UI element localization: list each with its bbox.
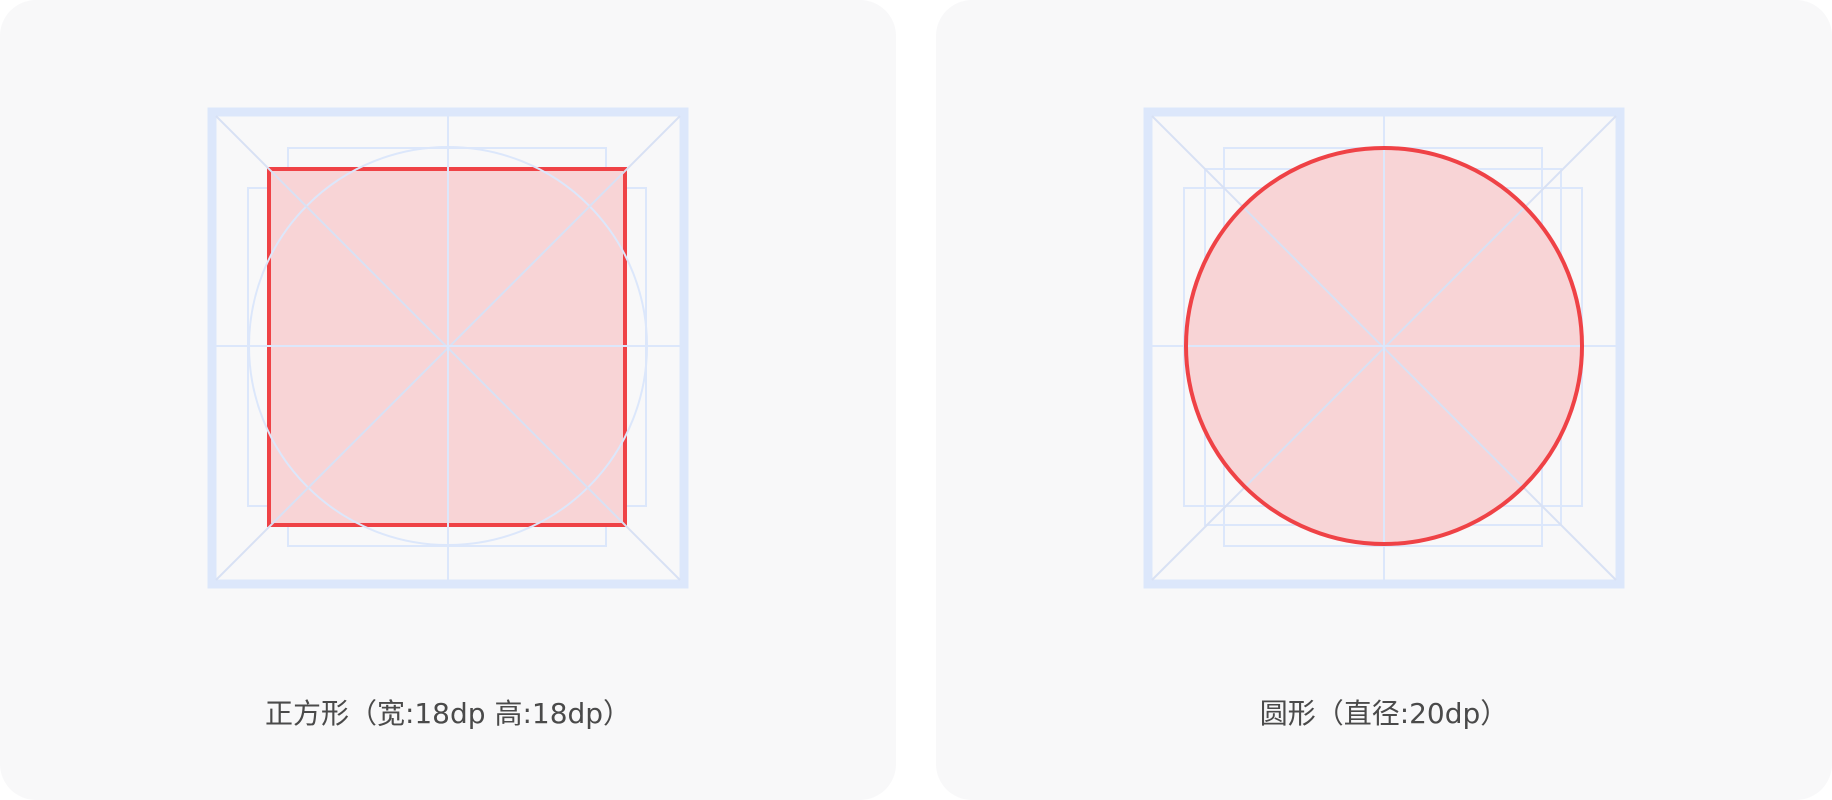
circle-keyline-diagram: [1143, 107, 1625, 589]
circle-shape: [1184, 146, 1584, 546]
outer-frame: [1143, 107, 1625, 589]
circle-panel: 圆形（直径:20dp）: [936, 0, 1832, 800]
circle-caption: 圆形（直径:20dp）: [1259, 697, 1509, 730]
square-caption: 正方形（宽:18dp 高:18dp）: [264, 697, 632, 730]
outer-frame: [207, 107, 689, 589]
square-keyline-diagram: [207, 107, 689, 589]
square-panel: 正方形（宽:18dp 高:18dp）: [0, 0, 896, 800]
